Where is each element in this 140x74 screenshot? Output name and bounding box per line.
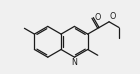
Text: N: N bbox=[72, 58, 77, 67]
Text: O: O bbox=[94, 13, 101, 22]
Text: O: O bbox=[110, 12, 116, 21]
